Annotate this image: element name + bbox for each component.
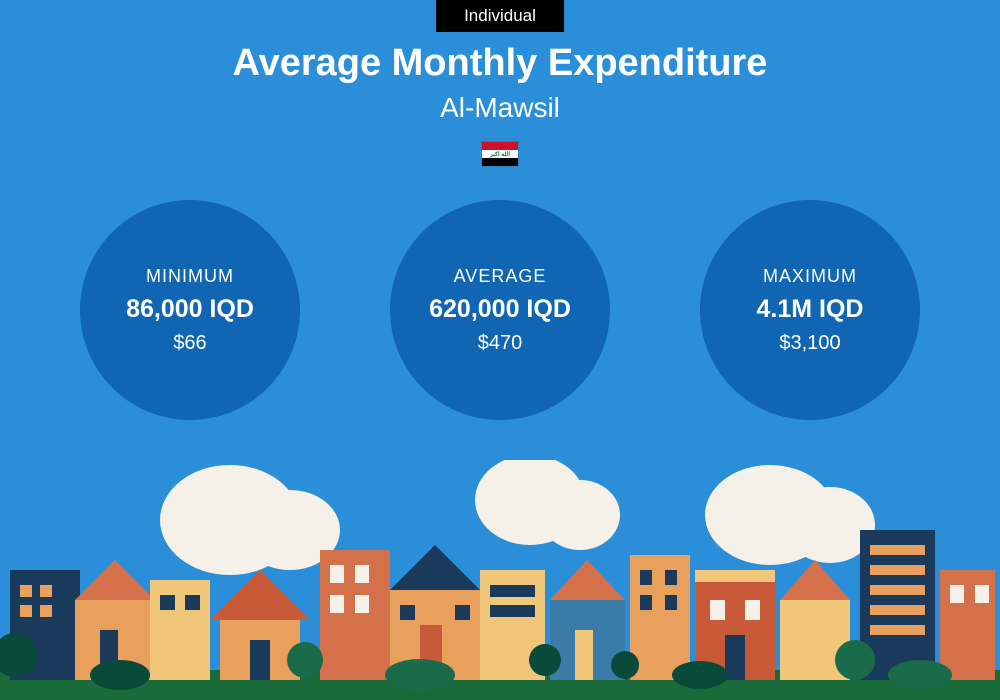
stat-label: MINIMUM [146, 266, 234, 287]
page-title: Average Monthly Expenditure [0, 42, 1000, 85]
stat-maximum: MAXIMUM 4.1M IQD $3,100 [700, 200, 920, 420]
stat-usd: $470 [478, 332, 523, 355]
flag-stripe-black [482, 158, 518, 166]
flag-script: الله اكبر [490, 151, 510, 158]
cityscape-illustration [0, 460, 1000, 700]
stat-value: 86,000 IQD [126, 295, 254, 324]
flag-stripe-red [482, 142, 518, 150]
stat-usd: $66 [173, 332, 206, 355]
flag-icon: الله اكبر [482, 142, 518, 166]
stat-label: AVERAGE [454, 266, 547, 287]
stat-minimum: MINIMUM 86,000 IQD $66 [80, 200, 300, 420]
location-subtitle: Al-Mawsil [0, 92, 1000, 124]
stat-value: 620,000 IQD [429, 295, 571, 324]
stat-average: AVERAGE 620,000 IQD $470 [390, 200, 610, 420]
stat-label: MAXIMUM [763, 266, 857, 287]
flag-stripe-white: الله اكبر [482, 150, 518, 158]
stats-row: MINIMUM 86,000 IQD $66 AVERAGE 620,000 I… [0, 200, 1000, 420]
category-badge: Individual [436, 0, 564, 32]
stat-usd: $3,100 [779, 332, 840, 355]
stat-value: 4.1M IQD [757, 295, 864, 324]
